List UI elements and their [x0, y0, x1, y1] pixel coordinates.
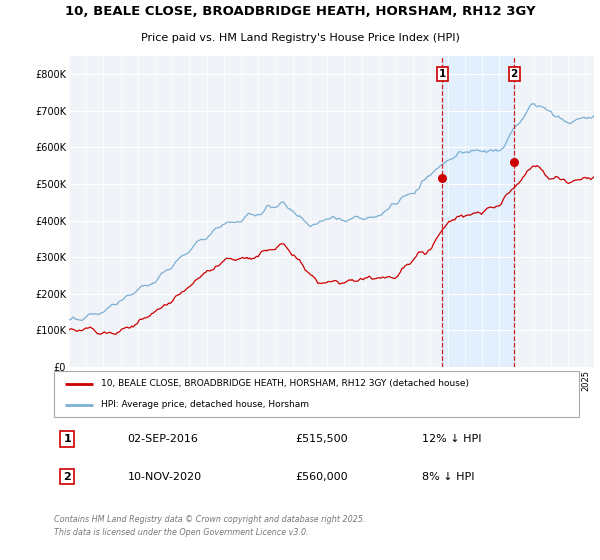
Text: 2: 2 [511, 69, 518, 80]
Text: Price paid vs. HM Land Registry's House Price Index (HPI): Price paid vs. HM Land Registry's House … [140, 33, 460, 43]
FancyBboxPatch shape [54, 371, 579, 417]
Text: 2: 2 [63, 472, 71, 482]
Text: £560,000: £560,000 [296, 472, 348, 482]
Text: 12% ↓ HPI: 12% ↓ HPI [421, 434, 481, 444]
Text: £515,500: £515,500 [296, 434, 348, 444]
Text: 1: 1 [63, 434, 71, 444]
Text: 02-SEP-2016: 02-SEP-2016 [128, 434, 199, 444]
Bar [442, 56, 514, 367]
Text: HPI: Average price, detached house, Horsham: HPI: Average price, detached house, Hors… [101, 400, 309, 409]
Text: 10-NOV-2020: 10-NOV-2020 [128, 472, 202, 482]
Text: Contains HM Land Registry data © Crown copyright and database right 2025.
This d: Contains HM Land Registry data © Crown c… [54, 515, 365, 536]
Text: 1: 1 [439, 69, 446, 80]
Text: 8% ↓ HPI: 8% ↓ HPI [421, 472, 474, 482]
Text: 10, BEALE CLOSE, BROADBRIDGE HEATH, HORSHAM, RH12 3GY: 10, BEALE CLOSE, BROADBRIDGE HEATH, HORS… [65, 6, 535, 18]
Text: 10, BEALE CLOSE, BROADBRIDGE HEATH, HORSHAM, RH12 3GY (detached house): 10, BEALE CLOSE, BROADBRIDGE HEATH, HORS… [101, 379, 469, 388]
